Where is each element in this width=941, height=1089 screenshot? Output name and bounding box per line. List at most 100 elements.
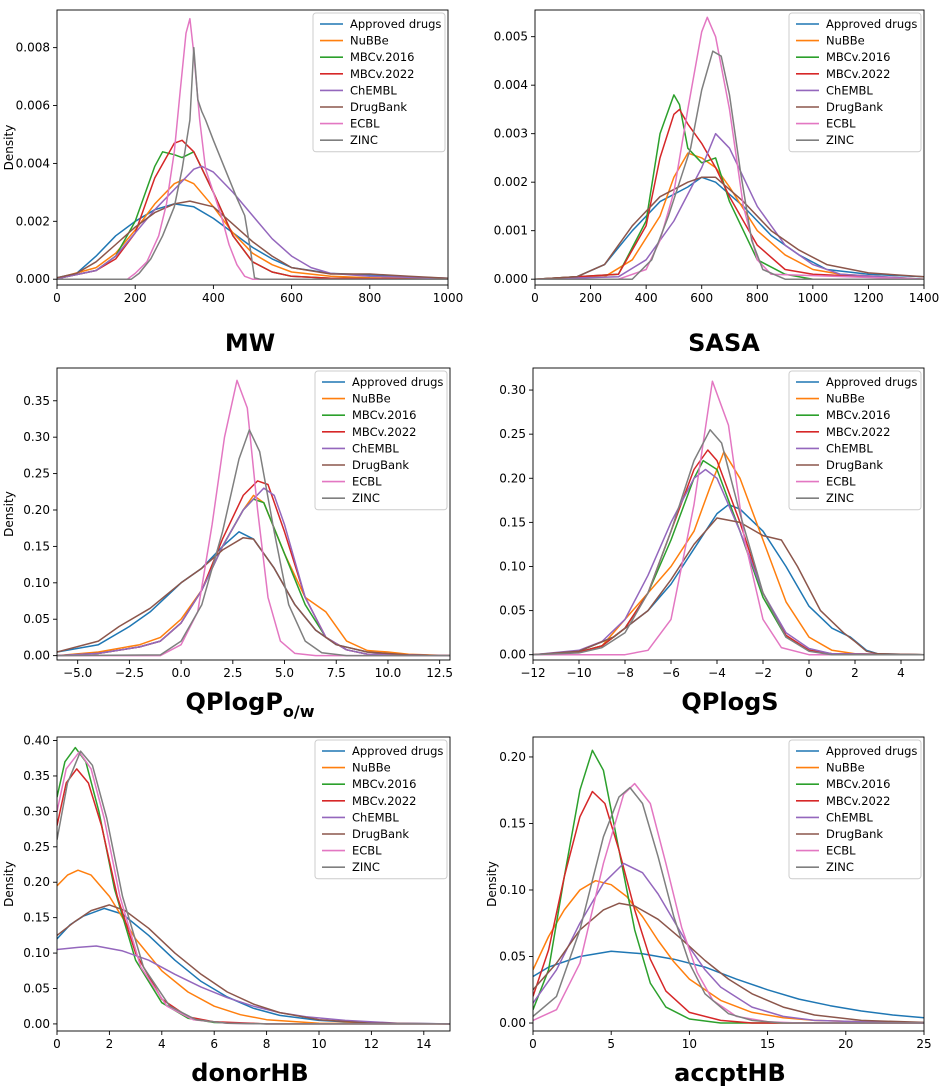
series-line-nubbe (57, 178, 448, 280)
panel-qplogs: −12 −10 −8 −6 −4 −2 0 2 4 0.00 0.05 0.10 0.15 0.20 0.2… (499, 367, 925, 716)
series-line-zinc (533, 786, 924, 1024)
x-tick-label: 400 (635, 291, 658, 305)
x-tick-label: 15 (760, 1037, 775, 1051)
x-tick-label: 800 (358, 291, 381, 305)
y-tick-label: 0.35 (23, 769, 50, 783)
series-line-mbcv-2022 (533, 449, 924, 656)
series-line-drugbank (535, 176, 924, 280)
x-tick-label: 0 (805, 666, 813, 680)
legend-label-mbcv-2016: MBCv.2016 (826, 50, 890, 64)
legend-label-approved-drugs: Approved drugs (826, 17, 917, 31)
series-line-approved-drugs (57, 907, 450, 1025)
x-tick-label: 2.5 (223, 666, 242, 680)
y-tick-label: 0.005 (494, 30, 528, 44)
legend-label-approved-drugs: Approved drugs (352, 744, 443, 758)
y-tick-label: 0.004 (494, 78, 528, 92)
series-line-approved-drugs (535, 176, 924, 280)
axes-frame (532, 736, 925, 1032)
series-line-ecbl (533, 782, 924, 1024)
x-tick-label: −10 (566, 666, 591, 680)
legend: Approved drugs NuBBe MBCv.2016 MBCv.2022 ChE… (312, 12, 446, 153)
x-tick-label: 1400 (909, 291, 940, 305)
x-tick-label: 10 (682, 1037, 697, 1051)
y-tick-label: 0.001 (494, 224, 528, 238)
axes-frame (56, 736, 451, 1032)
series-lines (533, 380, 924, 656)
legend-label-mbcv-2016: MBCv.2016 (350, 50, 414, 64)
series-line-approved-drugs (533, 503, 924, 656)
legend-label-mbcv-2022: MBCv.2022 (352, 425, 416, 439)
y-axis-label: Density (2, 861, 16, 907)
panel-title-subscript: o/w (283, 702, 315, 721)
legend-box (788, 12, 922, 153)
x-tick-label: 4 (158, 1037, 166, 1051)
x-tick-label: −6 (662, 666, 680, 680)
series-line-ecbl (533, 380, 924, 656)
x-tick-label: 5.0 (275, 666, 294, 680)
series-line-zinc (533, 429, 924, 656)
y-tick-label: 0.000 (16, 272, 50, 286)
legend-label-zinc: ZINC (352, 491, 380, 505)
series-lines (57, 746, 450, 1025)
legend-label-mbcv-2016: MBCv.2016 (352, 777, 416, 791)
y-tick-label: 0.15 (499, 515, 526, 529)
x-tick-label: 600 (280, 291, 303, 305)
x-tick-label: 14 (416, 1037, 431, 1051)
series-line-drugbank (533, 902, 924, 1024)
axes-frame (56, 367, 451, 661)
y-tick-label: 0.15 (23, 911, 50, 925)
legend-label-zinc: ZINC (826, 860, 854, 874)
legend: Approved drugs NuBBe MBCv.2016 MBCv.2022 ChE… (314, 739, 448, 880)
x-tick-label: −5.0 (63, 666, 92, 680)
legend: Approved drugs NuBBe MBCv.2016 MBCv.2022 ChE… (788, 12, 922, 153)
series-line-drugbank (57, 904, 450, 1025)
legend-label-drugbank: DrugBank (350, 100, 407, 114)
y-tick-label: 0.002 (16, 214, 50, 228)
panel-title: QPlogS (681, 688, 778, 716)
legend-label-zinc: ZINC (826, 133, 854, 147)
series-line-nubbe (57, 494, 450, 657)
legend-label-drugbank: DrugBank (352, 827, 409, 841)
y-tick-label: 0.25 (23, 840, 50, 854)
legend-label-chembl: ChEMBL (352, 441, 399, 455)
x-tick-label: 0 (529, 1037, 537, 1051)
x-tick-label: 1200 (853, 291, 884, 305)
y-tick-label: 0.20 (23, 875, 50, 889)
x-tick-label: 4 (897, 666, 905, 680)
panel-title: donorHB (191, 1059, 308, 1087)
y-tick-label: 0.10 (499, 883, 526, 897)
series-lines (533, 749, 924, 1024)
y-tick-label: 0.10 (23, 576, 50, 590)
series-line-nubbe (535, 152, 924, 280)
panel-accpthb: 0 5 10 15 20 25 0.00 0.05 0.10 0.15 0.20 Density App… (485, 736, 932, 1087)
x-tick-label: 10.0 (375, 666, 402, 680)
y-tick-label: 0.05 (499, 950, 526, 964)
panel-title: MW (225, 329, 275, 357)
y-axis-label: Density (2, 125, 16, 171)
axes-frame (534, 9, 925, 286)
series-line-zinc (57, 46, 448, 280)
y-axis-label: Density (2, 491, 16, 537)
y-tick-label: 0.20 (23, 503, 50, 517)
legend-label-chembl: ChEMBL (826, 441, 873, 455)
legend-label-approved-drugs: Approved drugs (350, 17, 441, 31)
y-tick-label: 0.00 (499, 648, 526, 662)
y-tick-label: 0.20 (499, 471, 526, 485)
legend-label-approved-drugs: Approved drugs (352, 375, 443, 389)
series-line-drugbank (57, 200, 448, 280)
y-tick-label: 0.40 (23, 734, 50, 748)
axes-frame (532, 367, 925, 661)
series-line-nubbe (533, 879, 924, 1024)
x-tick-label: 8 (263, 1037, 271, 1051)
y-tick-label: 0.30 (499, 383, 526, 397)
legend-label-drugbank: DrugBank (352, 458, 409, 472)
legend-label-drugbank: DrugBank (826, 827, 883, 841)
x-tick-label: 1000 (798, 291, 829, 305)
x-tick-label: 12.5 (426, 666, 453, 680)
y-tick-label: 0.006 (16, 99, 50, 113)
panel-title: accptHB (674, 1059, 786, 1087)
legend-label-zinc: ZINC (350, 133, 378, 147)
y-tick-label: 0.002 (494, 175, 528, 189)
y-tick-label: 0.25 (499, 427, 526, 441)
